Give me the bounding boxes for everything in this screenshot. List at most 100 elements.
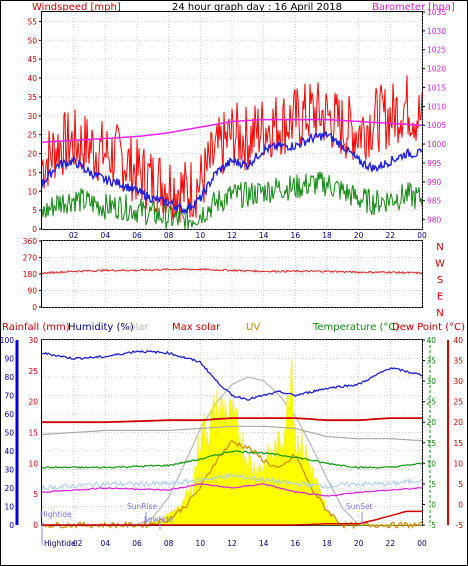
lower-x-tick-label-first: 02 — [73, 539, 83, 548]
humidity-y-tick-label: 0 — [9, 521, 14, 530]
wind-x-tick-label: 18 — [322, 231, 332, 240]
dewpoint-y-tick-label: 30 — [453, 377, 463, 386]
dewpoint-y-tick-label: 35 — [453, 357, 463, 366]
direction-y-tick-label: 90 — [27, 287, 37, 296]
wind-y-tick-label: 5 — [32, 206, 37, 215]
dewpoint-y-tick-label: 15 — [453, 439, 463, 448]
wind-panel-series — [41, 75, 423, 230]
wind-x-tick-label: 20 — [354, 231, 364, 240]
uv-label: UV — [246, 322, 260, 333]
dewpoint-y-tick-label: 0 — [458, 500, 463, 509]
dewpoint-y-tick-label: 10 — [453, 459, 463, 468]
temperature-y-tick-label: 5 — [431, 480, 436, 489]
sunset-label: SunSet — [346, 502, 373, 511]
rainfall-series — [42, 510, 422, 526]
humidity-y-tick-label: 60 — [4, 410, 14, 419]
temperature-y-tick-label: 35 — [426, 357, 436, 366]
chart-title: 24 hour graph day : 16 April 2018 — [172, 2, 342, 13]
barometer-y-tick-label: 1030 — [427, 27, 446, 36]
humidity-series — [41, 349, 423, 401]
temperature-y-tick-label: 15 — [426, 439, 436, 448]
direction-y-tick-label: 270 — [23, 254, 38, 263]
wind-y-tick-label: 0 — [32, 225, 37, 234]
humidity-y-tick-label: 10 — [4, 503, 14, 512]
wind-x-tick-label: 06 — [132, 231, 142, 240]
rain-y-tick-label: 15 — [28, 429, 38, 438]
solar-label: Solar — [123, 322, 149, 333]
hightide-label-2: Hightide — [44, 539, 76, 548]
barometer-series — [41, 118, 423, 143]
max-solar-label: Max solar — [172, 322, 221, 333]
wind-x-tick-label: 14 — [259, 231, 269, 240]
lower-x-tick-label: 00 — [417, 539, 427, 548]
wind-low-series — [41, 171, 423, 230]
wind-x-tick-label: 04 — [101, 231, 111, 240]
lower-panel-series — [41, 349, 423, 530]
lower-panel-axes — [15, 340, 449, 525]
humidity-label: Humidity (%) — [68, 322, 134, 333]
wind-x-tick-label: 12 — [227, 231, 237, 240]
temperature-y-tick-label: 10 — [426, 459, 436, 468]
barometer-axis-label: Barometer [hpa] — [372, 2, 455, 13]
wind-y-tick-label: 50 — [27, 36, 37, 45]
sunrise-label: SunRise — [127, 502, 157, 511]
humidity-y-tick-label: 100 — [0, 336, 14, 345]
rain-y-tick-label: 0 — [33, 521, 38, 530]
wind-average-series — [41, 130, 423, 216]
indoor-temp-series — [41, 425, 423, 442]
humidity-y-tick-label: 40 — [4, 447, 14, 456]
dewpoint-y-tick-label: 20 — [453, 418, 463, 427]
lower-x-tick-label: 12 — [227, 539, 237, 548]
max-solar-level-series — [42, 417, 422, 424]
hightide-label-1: Hightide — [40, 510, 72, 519]
wind-x-tick-label: 22 — [386, 231, 396, 240]
direction-y-tick-label: 0 — [32, 303, 37, 312]
barometer-y-tick-label: 980 — [427, 216, 442, 225]
temperature-y-tick-label: 20 — [426, 418, 436, 427]
rain-y-tick-label: 30 — [28, 336, 38, 345]
lower-x-tick-label: 22 — [386, 539, 396, 548]
compass-letter: N — [436, 308, 443, 319]
barometer-y-tick-label: 1035 — [427, 8, 446, 17]
compass-letter: E — [437, 292, 443, 303]
direction-series — [41, 267, 423, 275]
barometer-y-tick-label: 985 — [427, 197, 442, 206]
barometer-y-tick-label: 1005 — [427, 121, 446, 130]
direction-panel-ticks: 0 90 180 270 360 — [23, 237, 42, 312]
compass-letter: N — [436, 242, 443, 253]
direction-panel-series — [41, 267, 423, 275]
humidity-y-tick-label: 80 — [4, 373, 14, 382]
barometer-y-tick-label: 990 — [427, 178, 442, 187]
wind-panel-ticks: 0510152025303540455055980985990995100010… — [27, 8, 446, 240]
rainfall-label: Rainfall (mm) — [2, 322, 70, 333]
temperature-y-tick-label: 40 — [426, 336, 436, 345]
windspeed-axis-label: Windspeed [mph] — [32, 2, 121, 13]
barometer-y-tick-label: 1025 — [427, 46, 446, 55]
temperature-y-tick-label: 0 — [431, 500, 436, 509]
wind-y-tick-label: 35 — [27, 93, 37, 102]
wind-x-tick-label: 08 — [164, 231, 174, 240]
temperature-series — [41, 450, 423, 470]
dewpoint-label: Dew Point (°C) — [392, 322, 465, 333]
lower-x-tick-label: 04 — [101, 539, 111, 548]
lowtide-label: Lowtide — [144, 515, 174, 524]
humidity-y-tick-label: 70 — [4, 392, 14, 401]
wind-y-tick-label: 25 — [27, 131, 37, 140]
barometer-y-tick-label: 1010 — [427, 102, 446, 111]
dewpoint-y-tick-label: 25 — [453, 398, 463, 407]
barometer-y-tick-label: 1020 — [427, 65, 446, 74]
lower-x-tick-label: 14 — [259, 539, 269, 548]
feels-like-series — [41, 472, 423, 491]
lower-x-tick-label: 08 — [164, 539, 174, 548]
wind-x-tick-label: 00 — [417, 231, 427, 240]
direction-y-tick-label: 180 — [23, 270, 38, 279]
barometer-y-tick-label: 995 — [427, 159, 442, 168]
direction-y-tick-label: 360 — [23, 237, 38, 246]
temperature-y-tick-label: 25 — [426, 398, 436, 407]
compass-letter: W — [435, 259, 445, 270]
lower-x-tick-label: 18 — [322, 539, 332, 548]
